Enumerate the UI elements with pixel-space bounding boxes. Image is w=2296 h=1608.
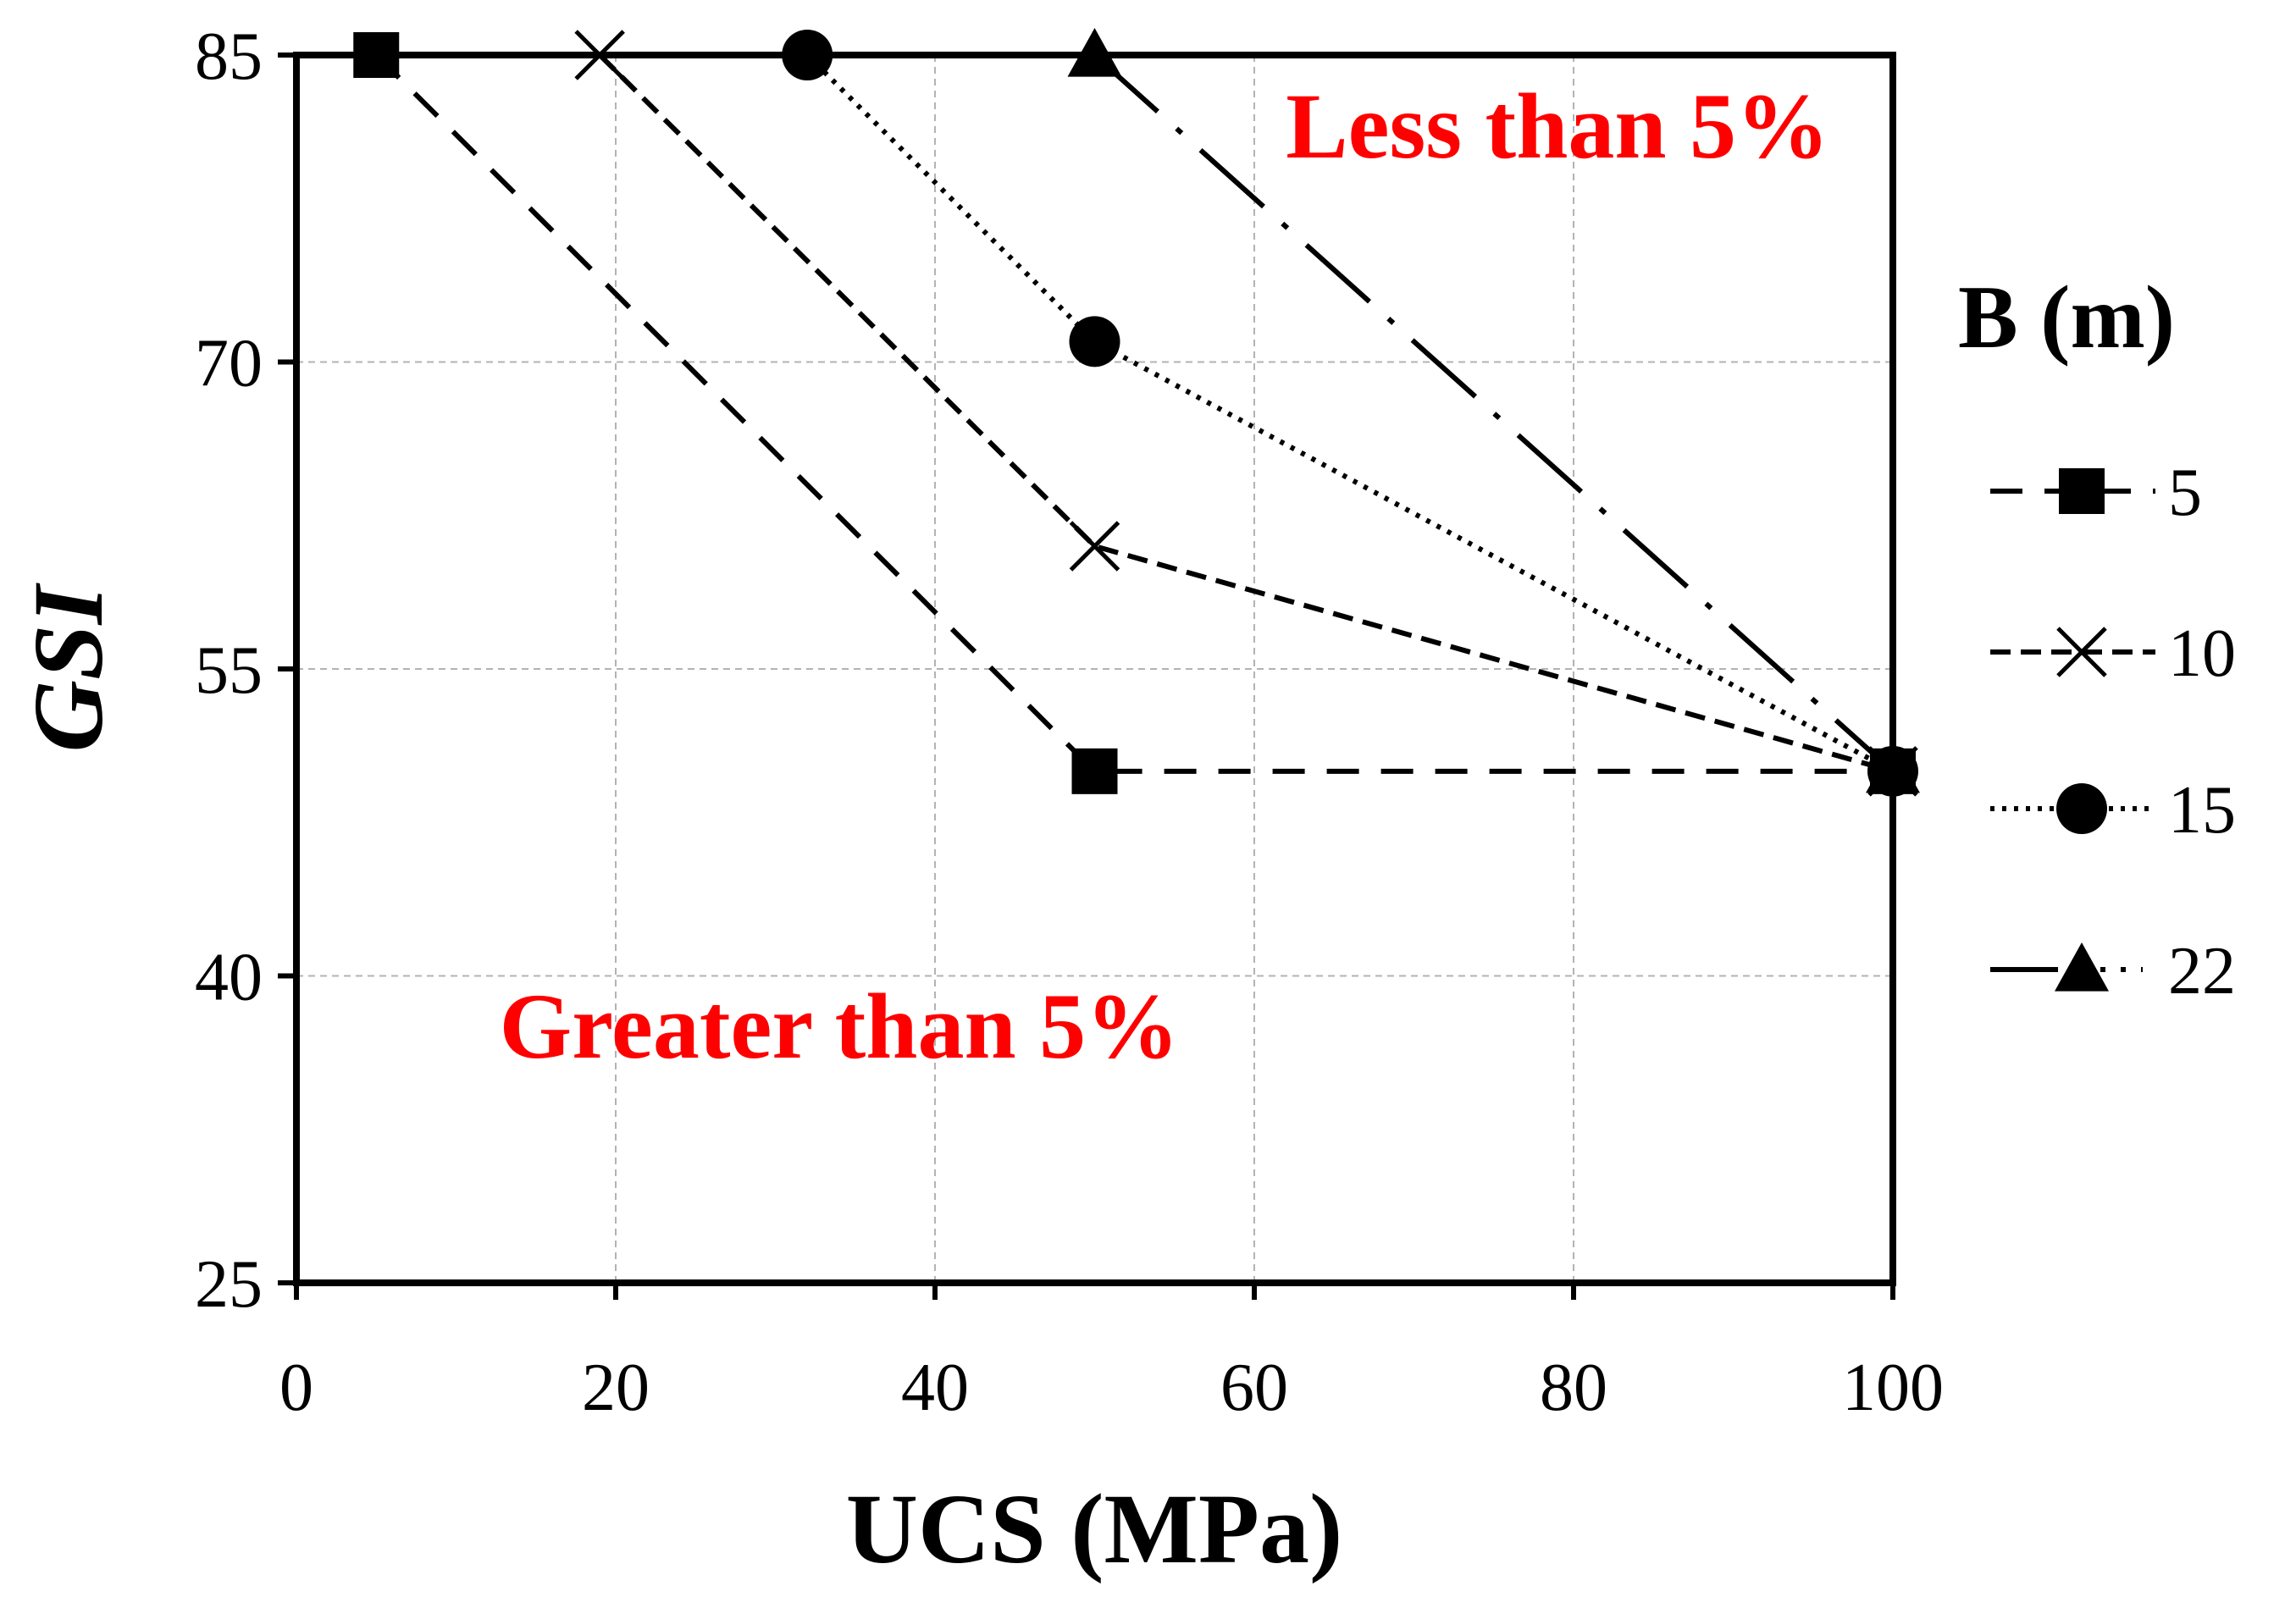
legend-label: 5 xyxy=(2168,456,2202,530)
legend-item-22: 22 xyxy=(1990,934,2236,1008)
annotations: Less than 5% Greater than 5% xyxy=(500,75,1829,1078)
axes: 0 20 40 60 80 100 25 40 55 70 85 xyxy=(195,19,1944,1425)
legend-marker-10 xyxy=(2056,627,2107,677)
data-point-10 xyxy=(1069,521,1120,572)
legend: 5 10 15 22 xyxy=(1990,456,2236,1008)
x-axis-label: UCS (MPa) xyxy=(846,1473,1343,1584)
y-tick-label: 70 xyxy=(195,327,263,401)
legend-item-10: 10 xyxy=(1990,616,2236,691)
legend-label: 15 xyxy=(2168,773,2236,848)
legend-label: 22 xyxy=(2168,934,2236,1008)
legend-item-5: 5 xyxy=(1990,456,2202,530)
series-line-22 xyxy=(1093,52,1895,774)
series-line-5 xyxy=(374,52,1893,774)
x-tick-label: 20 xyxy=(582,1351,650,1425)
legend-marker-22 xyxy=(2055,942,2109,992)
x-tick-label: 0 xyxy=(279,1351,313,1425)
x-tick-label: 80 xyxy=(1540,1351,1607,1425)
annotation: Less than 5% xyxy=(1286,75,1829,178)
data-point-5 xyxy=(1071,748,1118,794)
legend-label: 10 xyxy=(2168,616,2236,691)
data-point-15 xyxy=(1069,316,1120,367)
legend-marker-5 xyxy=(2059,468,2105,514)
legend-title: B (m) xyxy=(1958,268,2175,367)
legend-marker-15 xyxy=(2056,783,2107,834)
x-tick-label: 40 xyxy=(901,1351,969,1425)
x-tick-label: 100 xyxy=(1842,1351,1944,1425)
series-line-10 xyxy=(598,52,1894,774)
x-tick-label: 60 xyxy=(1220,1351,1288,1425)
y-tick-label: 55 xyxy=(195,633,263,708)
legend-item-15: 15 xyxy=(1990,773,2236,848)
y-tick-label: 25 xyxy=(195,1247,263,1322)
y-tick-label: 40 xyxy=(195,941,263,1015)
y-axis-label: GSI xyxy=(13,583,124,753)
annotation: Greater than 5% xyxy=(500,975,1180,1078)
y-tick-label: 85 xyxy=(195,19,263,94)
